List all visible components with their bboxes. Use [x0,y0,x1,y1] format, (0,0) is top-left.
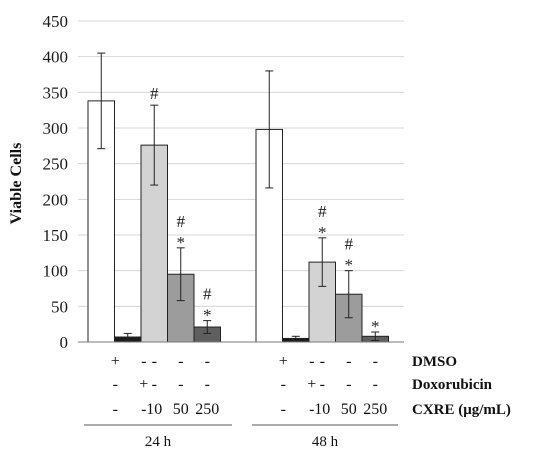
condition-value: - [373,353,378,370]
condition-row-label: CXRE (μg/mL) [412,402,511,418]
bar-group: #* [167,212,195,343]
condition-value: - [141,401,146,418]
condition-value: + [111,353,120,370]
condition-value: - [178,376,183,393]
significance-mark: # [345,235,354,254]
significance-mark: * [177,233,186,252]
significance-mark: * [345,256,354,275]
condition-value: + [307,376,316,393]
bar-group [282,335,310,343]
y-tick-label: 100 [43,262,69,281]
condition-value: - [309,353,314,370]
y-tick-label: 50 [51,297,68,316]
condition-value: + [279,353,288,370]
condition-value: 10 [146,401,162,418]
condition-value: 250 [363,401,387,418]
y-axis-label: Viable Cells [8,143,25,225]
significance-mark: * [371,317,380,336]
y-axis-ticks: 0 50 100 150 200 250 300 350 400 450 [43,12,69,352]
condition-row-label: DMSO [412,354,457,370]
bars: ##*#*#*#** [87,52,389,343]
condition-value: - [320,376,325,393]
y-tick-label: 450 [43,12,69,31]
significance-mark: * [203,306,212,325]
condition-value: - [178,353,183,370]
condition-value: - [346,376,351,393]
condition-table: + - - - - + - - - - DMSO- + - - - - + - - - Doxorubicin- -10 5… [111,353,511,418]
y-tick-label: 200 [43,190,69,209]
y-tick-label: 300 [43,119,69,138]
condition-value: - [373,376,378,393]
bar-group [255,70,283,343]
group-label: 48 h [312,434,339,450]
y-tick-label: 350 [43,83,69,102]
gridlines [78,20,404,307]
condition-value: - [346,353,351,370]
y-tick-label: 250 [43,155,69,174]
condition-value: - [113,376,118,393]
condition-value: 10 [314,401,330,418]
bar-group: * [361,317,389,343]
significance-mark: # [203,285,212,304]
bar-group: #* [335,235,363,343]
bar-group [114,332,142,343]
significance-mark: # [318,202,327,221]
group-label: 24 h [145,434,172,450]
bar-group: #* [193,285,221,343]
condition-value: - [205,353,210,370]
condition-value: - [152,353,157,370]
bar-group: # [140,84,168,343]
condition-value: - [281,376,286,393]
significance-mark: # [177,212,186,231]
condition-value: - [141,353,146,370]
y-tick-label: 150 [43,226,69,245]
condition-value: 250 [195,401,219,418]
condition-value: - [152,376,157,393]
condition-row-label: Doxorubicin [412,377,493,393]
condition-value: 50 [341,401,357,418]
condition-value: - [205,376,210,393]
group-labels: 24 h 48 h [84,424,398,450]
bar-group [87,52,115,343]
significance-mark: # [150,84,159,103]
condition-value: - [113,401,118,418]
condition-value: - [309,401,314,418]
significance-mark: * [318,223,327,242]
y-tick-label: 0 [60,333,69,352]
y-tick-label: 400 [43,48,69,67]
bar-group: #* [308,202,336,343]
condition-value: - [320,353,325,370]
condition-value: - [281,401,286,418]
condition-value: + [139,376,148,393]
condition-value: 50 [173,401,189,418]
